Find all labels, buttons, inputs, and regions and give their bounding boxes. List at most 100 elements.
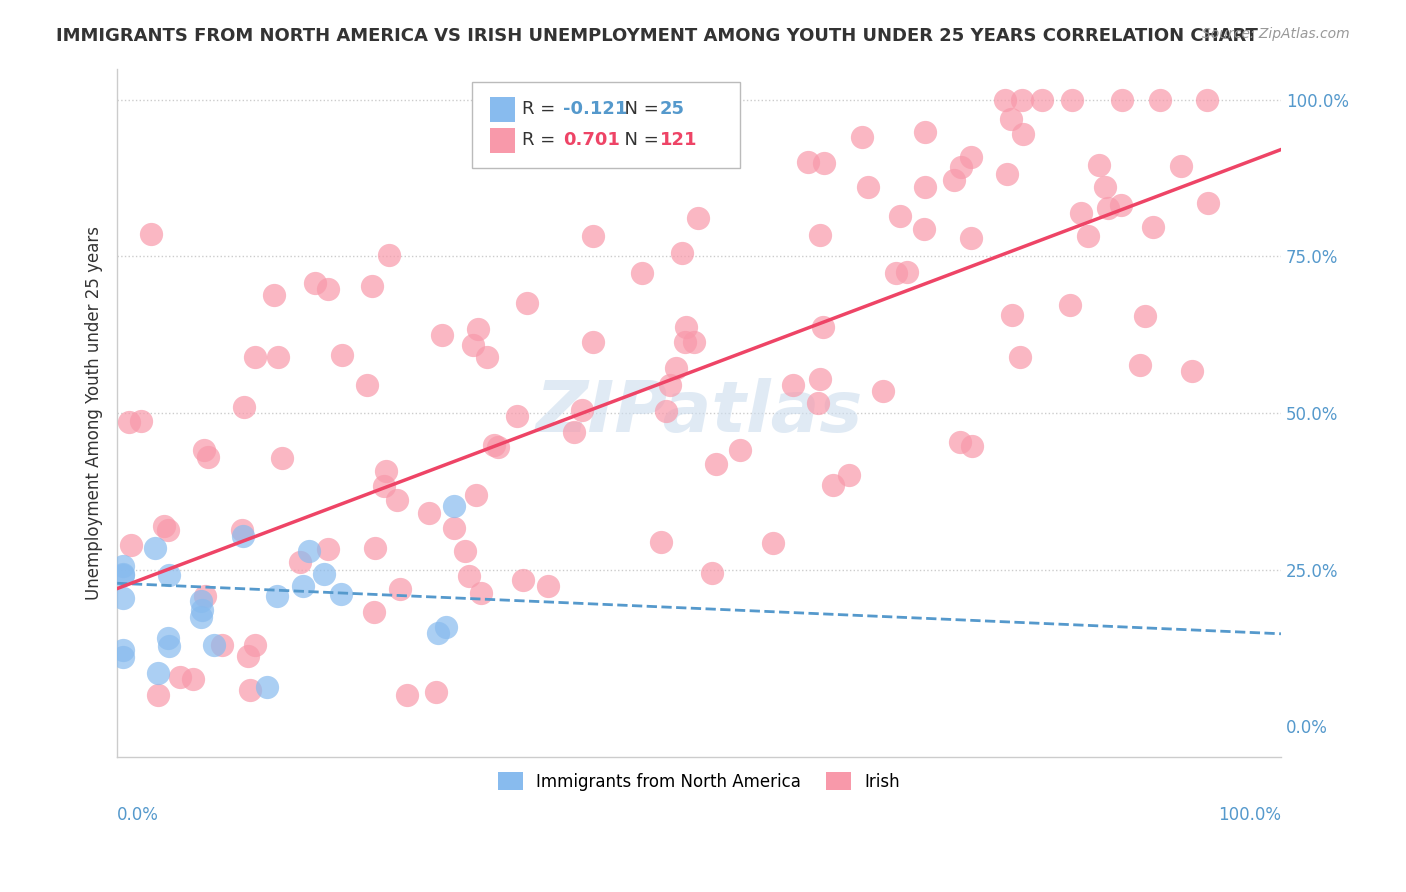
Point — [808, 227, 831, 242]
Point — [425, 685, 447, 699]
Point — [233, 401, 256, 415]
Point — [960, 150, 983, 164]
Point — [1008, 350, 1031, 364]
Point — [290, 555, 312, 569]
Point — [484, 438, 506, 452]
Point — [1087, 158, 1109, 172]
Point — [194, 589, 217, 603]
Point — [312, 566, 335, 581]
Point — [427, 626, 450, 640]
Point — [232, 529, 254, 543]
Point — [582, 334, 605, 349]
Point — [914, 125, 936, 139]
Point — [838, 468, 860, 483]
Point — [418, 506, 440, 520]
Point — [1070, 206, 1092, 220]
Point — [470, 586, 492, 600]
Point — [675, 319, 697, 334]
Point — [807, 395, 830, 409]
Point — [856, 180, 879, 194]
Point — [256, 680, 278, 694]
Point — [139, 227, 162, 241]
Point — [211, 639, 233, 653]
Point — [512, 573, 534, 587]
Point — [995, 167, 1018, 181]
Point — [1000, 112, 1022, 127]
Point — [1142, 220, 1164, 235]
Text: Source: ZipAtlas.com: Source: ZipAtlas.com — [1202, 27, 1350, 41]
Point — [1094, 180, 1116, 194]
Point — [1181, 364, 1204, 378]
Point — [730, 443, 752, 458]
Point — [385, 493, 408, 508]
Point — [650, 535, 672, 549]
Point — [1109, 197, 1132, 211]
Point — [1129, 358, 1152, 372]
Point — [236, 648, 259, 663]
Point — [762, 536, 785, 550]
Point — [665, 360, 688, 375]
Point — [467, 322, 489, 336]
Text: R =: R = — [522, 100, 561, 118]
Point — [118, 415, 141, 429]
Y-axis label: Unemployment Among Youth under 25 years: Unemployment Among Youth under 25 years — [86, 226, 103, 600]
Point — [361, 279, 384, 293]
Point — [702, 566, 724, 580]
Point — [143, 541, 166, 556]
Point — [949, 435, 972, 450]
Point — [872, 384, 894, 398]
Point — [813, 156, 835, 170]
Point — [111, 642, 134, 657]
Point — [266, 589, 288, 603]
Point — [571, 403, 593, 417]
Point — [1097, 201, 1119, 215]
Point — [271, 450, 294, 465]
Text: IMMIGRANTS FROM NORTH AMERICA VS IRISH UNEMPLOYMENT AMONG YOUTH UNDER 25 YEARS C: IMMIGRANTS FROM NORTH AMERICA VS IRISH U… — [56, 27, 1258, 45]
Point — [1059, 298, 1081, 312]
Point — [851, 130, 873, 145]
Point — [914, 180, 936, 194]
Point — [356, 378, 378, 392]
Point — [156, 631, 179, 645]
Point — [1011, 93, 1033, 107]
Point — [889, 209, 911, 223]
Point — [686, 211, 709, 226]
Point — [373, 479, 395, 493]
Point — [704, 457, 727, 471]
Point — [942, 173, 965, 187]
Point — [375, 464, 398, 478]
Point — [949, 160, 972, 174]
Point — [152, 519, 174, 533]
Point — [316, 541, 339, 556]
Point — [202, 638, 225, 652]
Point — [486, 440, 509, 454]
Point — [111, 591, 134, 606]
Point — [631, 266, 654, 280]
Point — [111, 650, 134, 665]
Point — [239, 683, 262, 698]
Point — [464, 488, 486, 502]
Point — [821, 477, 844, 491]
Point — [516, 295, 538, 310]
Point — [673, 335, 696, 350]
Point — [457, 569, 479, 583]
Point — [231, 523, 253, 537]
Point — [146, 665, 169, 680]
Point — [811, 319, 834, 334]
Point — [671, 246, 693, 260]
Point — [304, 277, 326, 291]
Point — [363, 541, 385, 555]
Point — [243, 350, 266, 364]
Point — [443, 499, 465, 513]
Point — [1149, 93, 1171, 107]
Point — [329, 587, 352, 601]
Point — [190, 609, 212, 624]
Point — [129, 414, 152, 428]
Point — [120, 538, 142, 552]
FancyBboxPatch shape — [489, 96, 515, 121]
Point — [330, 348, 353, 362]
Point — [316, 281, 339, 295]
Point — [994, 93, 1017, 107]
Point — [1077, 228, 1099, 243]
Point — [808, 372, 831, 386]
